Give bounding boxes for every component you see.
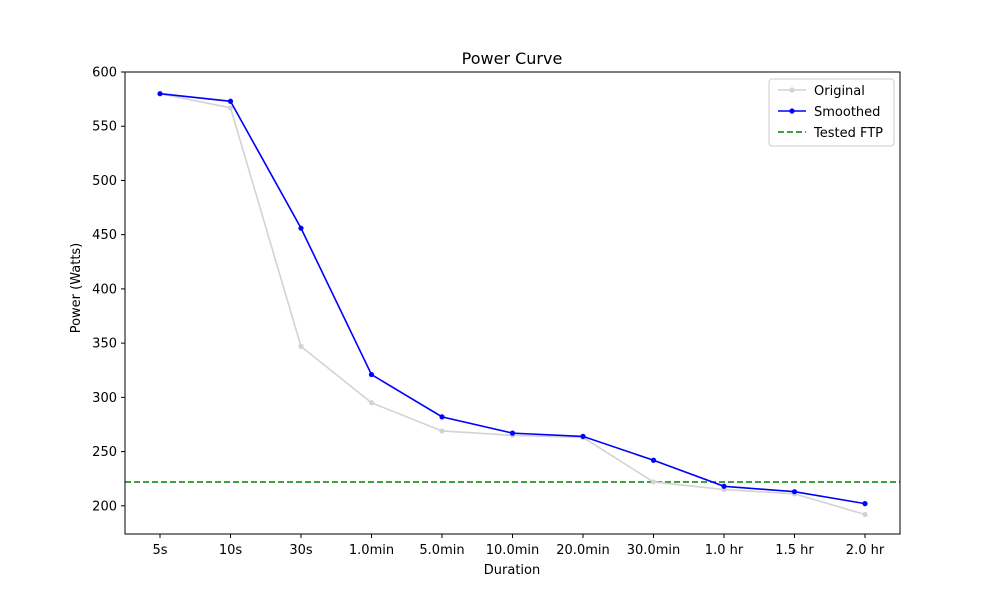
data-point-smoothed [298, 225, 304, 231]
legend-label-original: Original [814, 84, 865, 99]
x-tick-label: 30s [289, 543, 313, 558]
legend-marker-smoothed [789, 108, 795, 114]
y-tick-label: 250 [92, 445, 117, 460]
x-tick-label: 2.0 hr [846, 543, 885, 558]
y-tick-label: 500 [92, 174, 117, 189]
data-point-original [650, 479, 657, 485]
y-axis-label: Power (Watts) [69, 243, 84, 334]
x-tick-label: 5.0min [419, 543, 464, 558]
series-line-smoothed [159, 92, 866, 505]
y-tick-label: 550 [92, 120, 117, 135]
data-point-smoothed [721, 483, 727, 489]
x-tick-label: 20.0min [556, 543, 609, 558]
x-tick-label: 1.0min [349, 543, 394, 558]
data-point-smoothed [791, 489, 798, 495]
y-tick-label: 600 [92, 66, 117, 81]
plot-area: 5s 10s 30s 1.0min 5.0min 10.0min 20.0min 30.0mi… [92, 66, 901, 558]
data-point-smoothed [862, 501, 868, 507]
data-point-original [227, 105, 234, 111]
data-point-smoothed [509, 430, 516, 436]
legend: Original Smoothed Tested FTP [768, 78, 895, 147]
legend-box [768, 78, 895, 147]
data-point-original [862, 511, 868, 518]
data-point-smoothed [439, 414, 445, 420]
y-tick-label: 450 [92, 228, 117, 243]
x-axis-label: Duration [484, 563, 540, 578]
y-tick-label: 200 [92, 499, 117, 514]
data-point-original [368, 400, 375, 406]
data-point-smoothed [650, 457, 657, 463]
data-point-smoothed [368, 371, 375, 378]
legend-label-tested-ftp: Tested FTP [813, 126, 883, 141]
chart-title: Power Curve [462, 49, 563, 68]
x-tick-label: 1.5 hr [775, 543, 814, 558]
x-tick-label: 5s [152, 543, 167, 558]
x-tick-label: 1.0 hr [705, 543, 744, 558]
data-point-original [298, 343, 304, 349]
y-tick-label: 350 [92, 337, 117, 352]
y-tick-label: 400 [92, 282, 117, 297]
series-line-original [159, 92, 866, 516]
x-tick-label: 10s [219, 543, 243, 558]
legend-marker-original [789, 87, 795, 93]
legend-label-smoothed: Smoothed [814, 105, 880, 120]
data-point-smoothed [157, 91, 163, 97]
data-point-smoothed [227, 98, 234, 104]
data-point-original [439, 428, 445, 434]
y-tick-label: 300 [92, 391, 117, 406]
data-point-smoothed [580, 433, 586, 439]
x-tick-label: 30.0min [627, 543, 680, 558]
x-tick-label: 10.0min [486, 543, 539, 558]
